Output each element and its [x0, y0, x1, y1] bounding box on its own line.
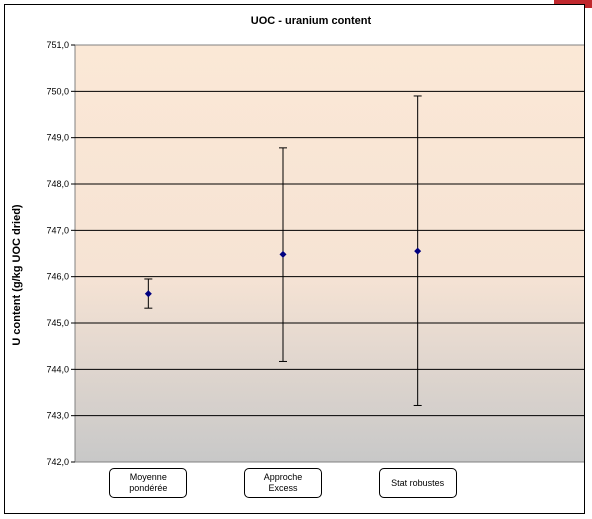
category-label-approche-excess: Approche Excess: [244, 468, 322, 498]
y-tick-label: 747,0: [46, 225, 69, 235]
data-point: [279, 250, 287, 258]
data-points: [144, 247, 422, 298]
data-point: [414, 247, 422, 255]
category-label-moyenne-ponderee: Moyenne pondérée: [109, 468, 188, 498]
y-tick-label: 743,0: [46, 411, 69, 421]
data-point: [144, 290, 152, 298]
y-tick-label: 742,0: [46, 457, 69, 467]
gridlines: [71, 44, 591, 463]
chart-title: UOC - uranium content: [251, 15, 372, 27]
chart-frame: UOC - uranium content U content (g/kg UO…: [4, 4, 592, 514]
y-tick-label: 745,0: [46, 318, 69, 328]
y-tick-label: 746,0: [46, 272, 69, 282]
plot-area: [74, 44, 592, 463]
y-tick-label: 751,0: [46, 40, 69, 50]
category-label-stat-robustes: Stat robustes: [378, 468, 457, 498]
y-tick-label: 749,0: [46, 133, 69, 143]
y-tick-label: 744,0: [46, 364, 69, 374]
y-tick-label: 750,0: [46, 86, 69, 96]
y-tick-labels: 742,0 743,0 744,0 745,0 746,0 747,0 748,0 749,0…: [46, 40, 69, 467]
chart-svg: UOC - uranium content U content (g/kg UO…: [11, 15, 592, 467]
y-tick-label: 748,0: [46, 179, 69, 189]
y-axis-label: U content (g/kg UOC dried): [11, 204, 23, 346]
